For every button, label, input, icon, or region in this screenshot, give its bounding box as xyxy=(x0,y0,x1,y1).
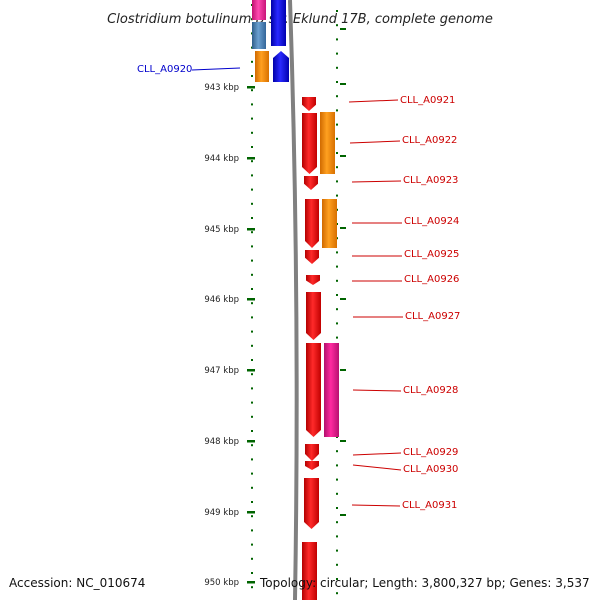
kbp-tick-mark xyxy=(247,581,255,584)
gene-label: CLL_A0921 xyxy=(400,95,455,106)
gene-feature xyxy=(305,461,319,470)
topology-text: Topology: circular; Length: 3,800,327 bp… xyxy=(260,576,590,590)
kbp-tick-mark xyxy=(247,369,255,372)
map-title: Clostridium botulinum B str. Eklund 17B,… xyxy=(107,12,493,27)
kbp-tick-label: 943 kbp xyxy=(204,83,239,93)
tick-dots xyxy=(251,4,346,595)
label-leader-line xyxy=(352,452,402,456)
kbp-tick-mark xyxy=(247,440,255,443)
label-leaders xyxy=(191,67,403,507)
gene-label: CLL_A0922 xyxy=(402,135,457,146)
gene-feature xyxy=(324,343,339,437)
gene-label: CLL_A0928 xyxy=(403,385,458,396)
gene-feature xyxy=(304,176,318,190)
label-leader-line xyxy=(352,389,402,392)
kbp-ticks: 943 kbp 944 kbp 945 kbp 946 kbp 947 kbp 948 k… xyxy=(204,83,255,588)
kbp-tick-label: 948 kbp xyxy=(204,437,239,447)
gene-label: CLL_A0927 xyxy=(405,311,460,322)
gene-label: CLL_A0925 xyxy=(404,249,459,260)
gene-feature xyxy=(305,250,319,264)
kbp-tick-label: 945 kbp xyxy=(204,225,239,235)
gene-feature xyxy=(304,478,319,529)
gene-feature xyxy=(252,22,266,49)
gene-feature xyxy=(252,0,266,20)
gene-feature xyxy=(322,199,337,248)
label-leader-line xyxy=(351,180,402,183)
gene-label: CLL_A0931 xyxy=(402,500,457,511)
gene-feature xyxy=(305,444,319,461)
label-leader-line xyxy=(349,140,401,144)
kbp-tick-label: 950 kbp xyxy=(204,578,239,588)
gene-feature xyxy=(305,199,319,248)
gene-feature xyxy=(271,0,286,46)
gene-feature xyxy=(306,343,321,437)
gene-label: CLL_A0930 xyxy=(403,464,458,475)
gene-label: CLL_A0929 xyxy=(403,447,458,458)
kbp-tick-label: 946 kbp xyxy=(204,295,239,305)
gene-label: CLL_A0923 xyxy=(403,175,458,186)
kbp-tick-label: 949 kbp xyxy=(204,508,239,518)
gene-label: CLL_A0924 xyxy=(404,216,459,227)
gene-feature xyxy=(320,112,335,174)
gene-features xyxy=(252,0,339,600)
kbp-tick-label: 944 kbp xyxy=(204,154,239,164)
label-leader-line xyxy=(191,67,241,71)
gene-feature xyxy=(273,51,289,82)
kbp-tick-mark xyxy=(247,298,255,301)
label-leader-line xyxy=(348,99,399,103)
gene-feature xyxy=(306,292,321,340)
gene-feature xyxy=(302,542,317,600)
gene-feature xyxy=(255,51,269,82)
gene-feature xyxy=(302,97,316,111)
gene-feature xyxy=(306,275,320,285)
kbp-tick-mark xyxy=(247,228,255,231)
kbp-tick-mark xyxy=(247,157,255,160)
gene-label: CLL_A0926 xyxy=(404,274,459,285)
gene-labels: CLL_A0920 CLL_A0921 CLL_A0922 CLL_A0923 CLL_… xyxy=(137,64,460,511)
label-leader-line xyxy=(351,504,401,507)
accession-text: Accession: NC_010674 xyxy=(9,576,146,590)
gene-feature xyxy=(302,113,317,174)
backbone-line xyxy=(288,0,299,600)
gene-label: CLL_A0920 xyxy=(137,64,192,75)
kbp-tick-mark xyxy=(247,511,255,514)
kbp-tick-mark xyxy=(247,86,255,89)
label-leader-line xyxy=(352,464,402,471)
kbp-tick-label: 947 kbp xyxy=(204,366,239,376)
